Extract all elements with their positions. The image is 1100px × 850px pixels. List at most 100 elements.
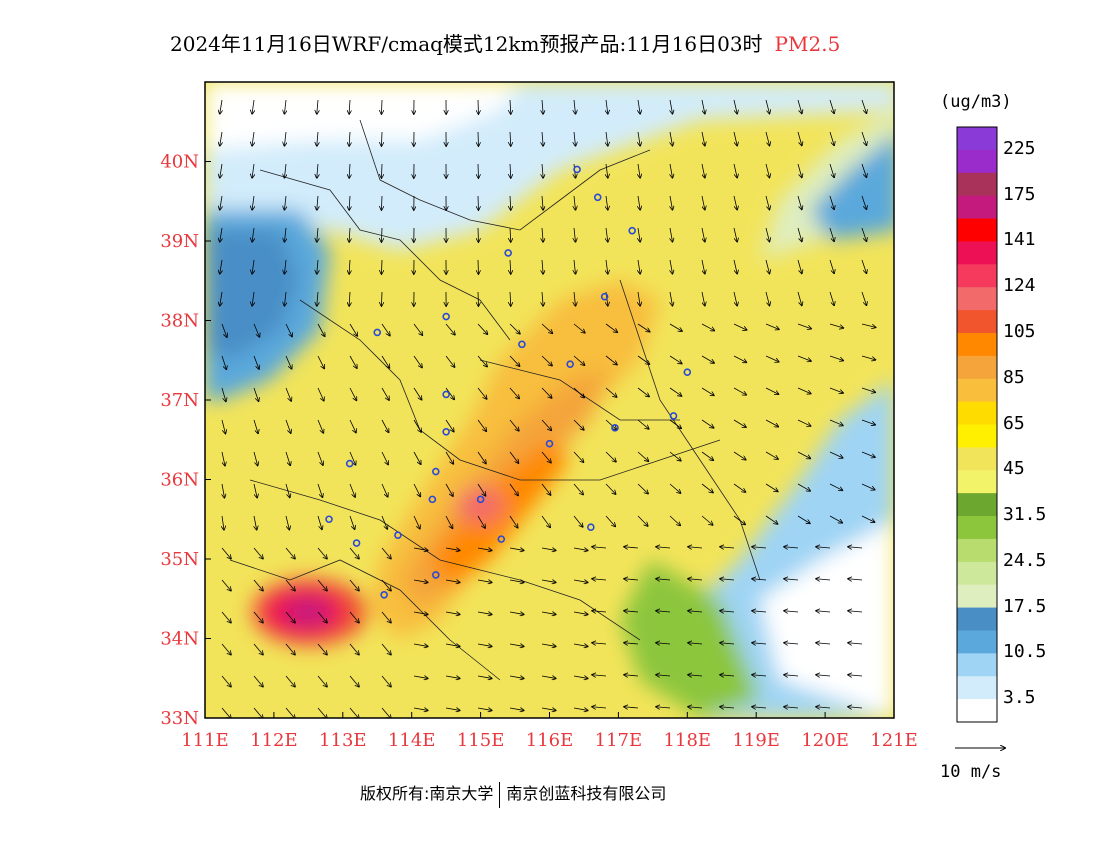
wind-arrow [541,580,556,582]
wind-arrow [220,227,222,242]
wind-arrow [765,323,779,329]
wind-arrow [349,355,357,368]
wind-arrow [829,483,842,490]
wind-arrow [285,611,295,623]
wind-arrow [765,227,769,242]
colorbar-segment [957,378,997,403]
wind-arrow [381,707,391,718]
wind-arrow [784,643,799,644]
wind-arrow [445,387,454,399]
wind-arrow [720,675,735,676]
lon-tick-label: 117E [595,730,643,751]
colorbar-label: 24.5 [1003,549,1047,571]
city-marker [504,249,512,257]
wind-arrow [797,419,811,426]
wind-arrow [733,515,745,524]
colorbar-segment [957,447,997,471]
wind-arrow [669,515,680,526]
wind-arrow [624,611,639,612]
wind-arrow [765,259,769,274]
wind-arrow [797,451,810,458]
wind-arrow [510,259,511,274]
wind-arrow [381,387,389,400]
wind-arrow [574,131,575,146]
wind-arrow [765,387,779,394]
wind-arrow [349,515,355,529]
wind-arrow [656,707,671,708]
wind-arrow [829,163,834,177]
wind-arrow [720,611,735,612]
wind-arrow [413,323,422,335]
wind-arrow [220,259,222,274]
wind-arrow [606,195,608,210]
wind-arrow [669,483,681,493]
wind-arrow [381,451,388,465]
wind-arrow [381,163,382,178]
wind-arrow [701,483,713,493]
wind-arrow [510,195,511,210]
wind-arrow [669,387,682,396]
wind-arrow [253,547,263,559]
wind-arrow [605,355,617,365]
wind-arrow [285,515,289,530]
wind-arrow [477,612,492,614]
wind-arrow [752,675,767,676]
wind-arrow [765,131,769,146]
wind-arrow [349,99,350,114]
wind-arrow [606,99,608,114]
wind-arrow [605,515,615,526]
wind-arrow [638,259,640,274]
wind-arrow [542,291,543,306]
wind-arrow [797,195,802,209]
wind-arrow [221,611,231,623]
lat-tick-label: 35N [160,549,199,570]
city-marker [566,360,574,369]
wind-arrow [701,131,705,146]
colorbar-segment [957,241,997,265]
wind-arrow [349,195,350,210]
colorbar-segment [957,607,997,631]
city-marker [518,340,526,349]
wind-arrow [541,355,552,366]
wind-arrow [656,675,671,676]
wind-arrow [573,323,585,333]
wind-arrow [861,323,876,327]
wind-arrow [670,163,672,178]
wind-arrow [733,387,746,395]
lon-tick-label: 113E [319,730,367,751]
city-marker [628,226,636,235]
wind-arrow [720,579,735,580]
colorbar-label: 225 [1003,137,1036,159]
wind-arrow [317,99,318,114]
wind-arrow [829,291,834,305]
wind-arrow [445,419,454,432]
wind-arrow [861,451,875,457]
wind-arrow [797,355,811,361]
city-marker [442,427,450,436]
wind-arrow [317,419,323,433]
wind-arrow [381,227,382,242]
wind-arrow [253,323,259,337]
colorbar-segment [957,310,997,334]
wind-arrow [765,515,778,524]
wind-arrow [445,708,460,710]
wind-arrow [638,163,640,178]
wind-arrow [542,131,543,146]
wind-arrow [220,163,222,178]
wind-arrow [445,612,460,614]
wind-arrow [670,259,672,274]
wind-arrow [221,387,226,401]
wind-arrow [829,451,843,458]
wind-arrow [509,612,524,614]
wind-arrow [317,547,327,559]
wind-arrow [733,419,746,427]
wind-arrow [477,548,492,550]
wind-arrow [670,291,672,306]
wind-arrow [477,451,486,464]
colorbar-segment [957,538,997,563]
wind-arrow [510,291,511,306]
colorbar-label: 65 [1003,412,1025,434]
wind-arrow [509,548,524,550]
wind-arrow [541,323,552,333]
wind-arrow [349,387,356,400]
